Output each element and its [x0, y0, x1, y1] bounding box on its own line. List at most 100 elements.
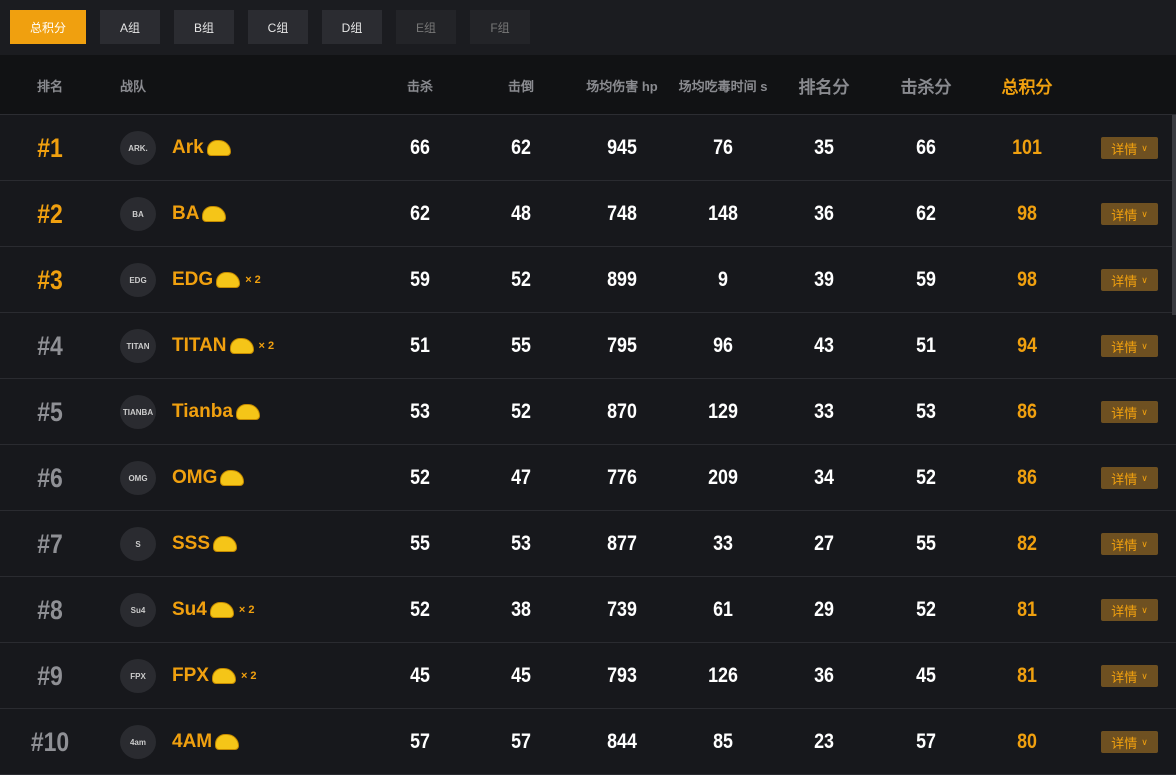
cell-kills: 62 — [410, 202, 430, 225]
table-row: #8 Su4 Su4 × 2 52 38 739 61 29 52 81 详情 ∨ — [0, 577, 1176, 643]
chicken-dinner-icon — [216, 272, 241, 288]
cell-place: 36 — [814, 664, 834, 687]
group-tabs: 总积分 A组 B组 C组 D组 E组 F组 — [0, 0, 1176, 55]
cell-place: 34 — [814, 466, 834, 489]
chevron-down-icon: ∨ — [1141, 340, 1148, 351]
cell-dmg: 795 — [607, 334, 637, 357]
detail-button[interactable]: 详情 ∨ — [1101, 335, 1158, 357]
chevron-down-icon: ∨ — [1141, 538, 1148, 549]
cell-total: 86 — [1017, 400, 1037, 423]
table-row: #7 S SSS 55 53 877 33 27 55 82 详情 ∨ — [0, 511, 1176, 577]
team-name: SSS — [172, 533, 211, 554]
team-logo: EDG — [120, 263, 156, 297]
cell-poison: 76 — [713, 136, 733, 159]
team-name: FPX — [172, 665, 209, 686]
team-name-cell: Ark — [172, 115, 231, 181]
cell-poison: 129 — [708, 400, 738, 423]
rank: #1 — [37, 132, 63, 163]
tab-5[interactable]: E组 — [396, 10, 456, 44]
detail-label: 详情 — [1111, 339, 1138, 355]
cell-poison: 61 — [713, 598, 733, 621]
team-logo: S — [120, 527, 156, 561]
team-name-cell: Su4 × 2 — [172, 577, 254, 643]
team-logo: TIANBA — [120, 395, 156, 429]
detail-label: 详情 — [1111, 735, 1138, 751]
chevron-down-icon: ∨ — [1141, 736, 1148, 747]
tab-2[interactable]: B组 — [174, 10, 234, 44]
cell-kills: 53 — [410, 400, 430, 423]
cell-place: 36 — [814, 202, 834, 225]
team-name: TITAN — [172, 335, 227, 356]
detail-button[interactable]: 详情 ∨ — [1101, 467, 1158, 489]
cell-killpts: 45 — [916, 664, 936, 687]
team-name-cell: TITAN × 2 — [172, 313, 274, 379]
cell-poison: 126 — [708, 664, 738, 687]
cell-kills: 51 — [410, 334, 430, 357]
chicken-dinner-icon — [206, 140, 231, 156]
cell-dmg: 739 — [607, 598, 637, 621]
cell-dmg: 776 — [607, 466, 637, 489]
cell-killpts: 52 — [916, 466, 936, 489]
cell-poison: 33 — [713, 532, 733, 555]
detail-button[interactable]: 详情 ∨ — [1101, 665, 1158, 687]
header-avg-damage: 场均伤害 hp — [586, 78, 658, 94]
table-row: #3 EDG EDG × 2 59 52 899 9 39 59 98 详情 ∨ — [0, 247, 1176, 313]
team-name-cell: OMG — [172, 445, 245, 511]
team-name: Su4 — [172, 599, 207, 620]
tab-6[interactable]: F组 — [470, 10, 530, 44]
tab-0[interactable]: 总积分 — [10, 10, 86, 44]
cell-place: 35 — [814, 136, 834, 159]
detail-label: 详情 — [1111, 141, 1138, 157]
chicken-count: × 2 — [240, 670, 257, 682]
header-rank: 排名 — [36, 78, 63, 94]
cell-kills: 55 — [410, 532, 430, 555]
cell-total: 81 — [1017, 664, 1037, 687]
cell-total: 80 — [1017, 730, 1037, 753]
rank: #8 — [37, 594, 63, 625]
cell-kills: 52 — [410, 466, 430, 489]
tab-1[interactable]: A组 — [100, 10, 160, 44]
table-header: 排名 战队 击杀 击倒 场均伤害 hp 场均吃毒时间 s 排名分 击杀分 总积分 — [0, 55, 1176, 115]
team-logo: ARK. — [120, 131, 156, 165]
detail-button[interactable]: 详情 ∨ — [1101, 137, 1158, 159]
detail-button[interactable]: 详情 ∨ — [1101, 269, 1158, 291]
cell-poison: 148 — [708, 202, 738, 225]
rank: #9 — [37, 660, 63, 691]
cell-place: 23 — [814, 730, 834, 753]
scrollbar[interactable] — [1172, 115, 1176, 315]
header-kill-points: 击杀分 — [900, 77, 952, 97]
chicken-count: × 2 — [238, 604, 255, 616]
table-row: #5 TIANBA Tianba 53 52 870 129 33 53 86 详情 ∨ — [0, 379, 1176, 445]
detail-button[interactable]: 详情 ∨ — [1101, 731, 1158, 753]
table-row: #1 ARK. Ark 66 62 945 76 35 66 101 详情 ∨ — [0, 115, 1176, 181]
chicken-dinner-icon — [202, 206, 227, 222]
detail-button[interactable]: 详情 ∨ — [1101, 401, 1158, 423]
tab-4[interactable]: D组 — [322, 10, 382, 44]
cell-total: 86 — [1017, 466, 1037, 489]
team-name-cell: EDG × 2 — [172, 247, 261, 313]
rank: #5 — [37, 396, 63, 427]
team-name-cell: SSS — [172, 511, 238, 577]
cell-kills: 45 — [410, 664, 430, 687]
cell-total: 101 — [1012, 136, 1042, 159]
cell-knocks: 55 — [511, 334, 531, 357]
cell-kills: 59 — [410, 268, 430, 291]
cell-dmg: 877 — [607, 532, 637, 555]
chevron-down-icon: ∨ — [1141, 670, 1148, 681]
detail-button[interactable]: 详情 ∨ — [1101, 533, 1158, 555]
chevron-down-icon: ∨ — [1141, 472, 1148, 483]
detail-button[interactable]: 详情 ∨ — [1101, 203, 1158, 225]
cell-killpts: 55 — [916, 532, 936, 555]
cell-total: 98 — [1017, 202, 1037, 225]
tab-3[interactable]: C组 — [248, 10, 308, 44]
cell-place: 33 — [814, 400, 834, 423]
cell-poison: 85 — [713, 730, 733, 753]
detail-button[interactable]: 详情 ∨ — [1101, 599, 1158, 621]
header-placement-points: 排名分 — [798, 77, 850, 97]
cell-total: 81 — [1017, 598, 1037, 621]
team-logo: Su4 — [120, 593, 156, 627]
team-name: OMG — [172, 467, 218, 488]
team-name-cell: Tianba — [172, 379, 260, 445]
header-total-points: 总积分 — [1001, 77, 1053, 97]
team-name-cell: 4AM — [172, 709, 240, 775]
